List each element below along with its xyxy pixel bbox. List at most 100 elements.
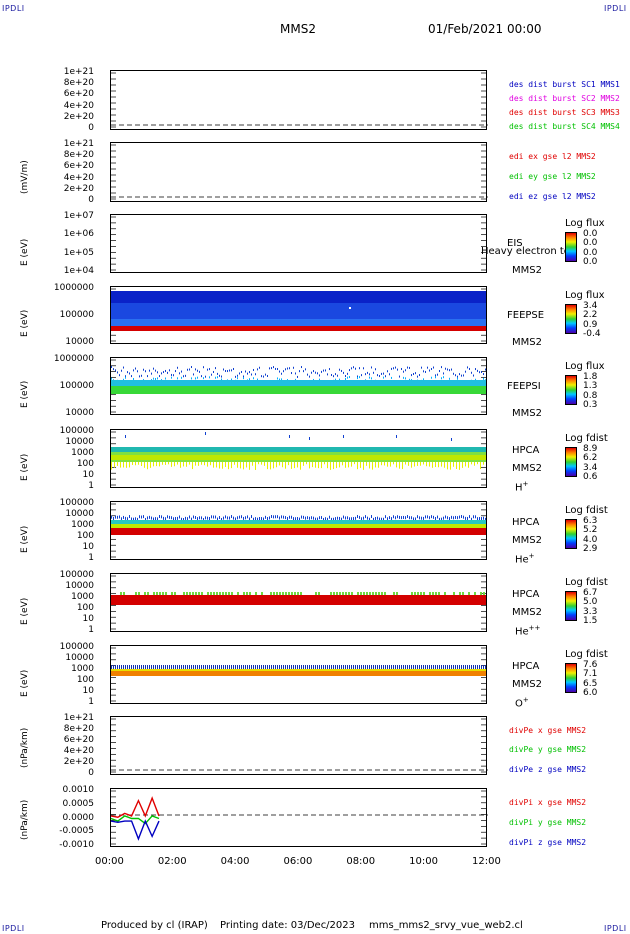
spectrogram-pixel	[283, 370, 284, 373]
panel-p2	[110, 142, 488, 202]
spectrogram-pixel	[123, 366, 124, 369]
spectrogram-pixel	[401, 665, 402, 669]
spectrogram-pixel	[141, 515, 142, 519]
spectrogram-pixel	[331, 517, 332, 521]
spectrogram-pixel	[305, 368, 306, 371]
spectrogram-pixel	[163, 516, 164, 520]
y-axis-label: E (eV)	[20, 238, 30, 266]
spectrogram-pixel	[203, 665, 204, 669]
spectrogram-pixel	[483, 377, 484, 380]
spectrogram-pixel	[183, 665, 184, 669]
spectrogram-pixel	[393, 592, 395, 595]
spectrogram-pixel	[149, 369, 150, 372]
spectrogram-pixel	[375, 462, 376, 468]
spectrogram-pixel	[389, 516, 390, 520]
y-tick-label: 1	[88, 625, 94, 635]
spectrogram-pixel	[120, 462, 121, 468]
spectrogram-pixel	[319, 378, 320, 381]
spectrogram-pixel	[114, 462, 115, 468]
spectrogram-pixel	[155, 517, 156, 521]
spectrogram-pixel	[211, 373, 212, 376]
legend-entry: des dist burst SC2 MMS2	[509, 94, 620, 103]
spectrogram-pixel	[187, 517, 188, 521]
spectrogram-pixel	[199, 370, 200, 373]
spectrogram-pixel	[235, 517, 236, 521]
spectrogram-pixel	[467, 366, 468, 369]
colorbar-tick: 6.3	[583, 516, 598, 526]
spectrogram-pixel	[205, 375, 206, 378]
spectrogram-pixel	[153, 592, 155, 595]
spectrogram-pixel	[355, 665, 356, 669]
spectrogram-pixel	[183, 517, 184, 521]
spectrogram-pixel	[357, 377, 358, 380]
spectrogram-pixel	[379, 375, 380, 378]
panel-p4	[110, 286, 487, 344]
spacecraft-label: MMS2	[512, 265, 542, 276]
spectrogram-pixel	[365, 665, 366, 669]
x-tick-label: 04:00	[220, 856, 250, 867]
x-tick-label: 08:00	[346, 856, 376, 867]
spectrogram-pixel	[341, 517, 342, 521]
spectrogram-pixel	[409, 366, 410, 369]
spectrogram-pixel	[445, 515, 446, 519]
spectrogram-pixel	[189, 592, 191, 595]
y-tick-label: 1000	[71, 520, 94, 530]
spectrogram-pixel	[336, 462, 337, 469]
spectrogram-pixel	[277, 515, 278, 519]
spectrogram-pixel	[275, 367, 276, 370]
spectrogram-pixel	[453, 462, 454, 467]
spectrogram-pixel	[165, 377, 166, 380]
legend-entry: des dist burst SC1 MMS1	[509, 80, 620, 89]
spectrogram-pixel	[371, 377, 372, 380]
spectrogram-pixel	[171, 462, 172, 467]
spectrogram-pixel	[177, 377, 178, 380]
spectrogram-pixel	[219, 462, 220, 469]
spectrogram-pixel	[245, 516, 246, 520]
spectrogram-pixel	[169, 369, 170, 372]
spectrogram-pixel	[450, 462, 451, 470]
y-axis-label: E (eV)	[20, 453, 30, 481]
spectrogram-pixel	[371, 665, 372, 669]
spectrogram-pixel	[390, 462, 391, 467]
spectrogram-pixel	[231, 592, 233, 595]
spectrogram-band	[111, 319, 486, 323]
spectrogram-pixel	[228, 592, 230, 595]
spectrogram-pixel	[319, 516, 320, 520]
spacecraft-label: MMS2	[512, 408, 542, 419]
spectrogram-pixel	[181, 665, 182, 669]
spectrogram-pixel	[147, 516, 148, 520]
spectrogram-pixel	[243, 377, 244, 380]
spectrogram-pixel	[421, 516, 422, 520]
spectrogram-pixel	[294, 462, 295, 469]
spectrogram-pixel	[381, 517, 382, 521]
spectrogram-pixel	[465, 462, 466, 467]
spectrogram-pixel	[235, 665, 236, 669]
spectrogram-pixel	[171, 376, 172, 379]
spectrogram-band	[111, 326, 486, 331]
spectrogram-pixel	[318, 592, 320, 595]
y-tick-label: 4e+20	[63, 746, 94, 756]
spectrogram-pixel	[215, 665, 216, 669]
spectrogram-pixel	[483, 373, 484, 376]
spectrogram-pixel	[221, 378, 222, 381]
panel-p3	[110, 214, 487, 273]
spectrogram-pixel	[297, 462, 298, 468]
spectrogram-pixel	[215, 376, 216, 379]
spectrogram-pixel	[303, 515, 304, 519]
spectrogram-pixel	[321, 370, 322, 373]
spectrogram-pixel	[143, 368, 144, 371]
spectrogram-pixel	[415, 665, 416, 669]
overlay-label: Heavy electron tof	[481, 246, 574, 257]
spectrogram-pixel	[373, 371, 374, 374]
panel-plot-svg	[110, 790, 488, 845]
spectrogram-pixel	[213, 370, 214, 373]
spectrogram-pixel	[387, 517, 388, 521]
spectrogram-pixel	[413, 517, 414, 521]
colorbar	[565, 591, 577, 621]
spectrogram-pixel	[419, 374, 420, 377]
spectrogram-pixel	[455, 515, 456, 519]
spectrogram-pixel	[187, 368, 188, 371]
y-tick-label: 10	[82, 470, 94, 480]
spectrogram-pixel	[217, 665, 218, 669]
spectrogram-pixel	[421, 366, 422, 369]
